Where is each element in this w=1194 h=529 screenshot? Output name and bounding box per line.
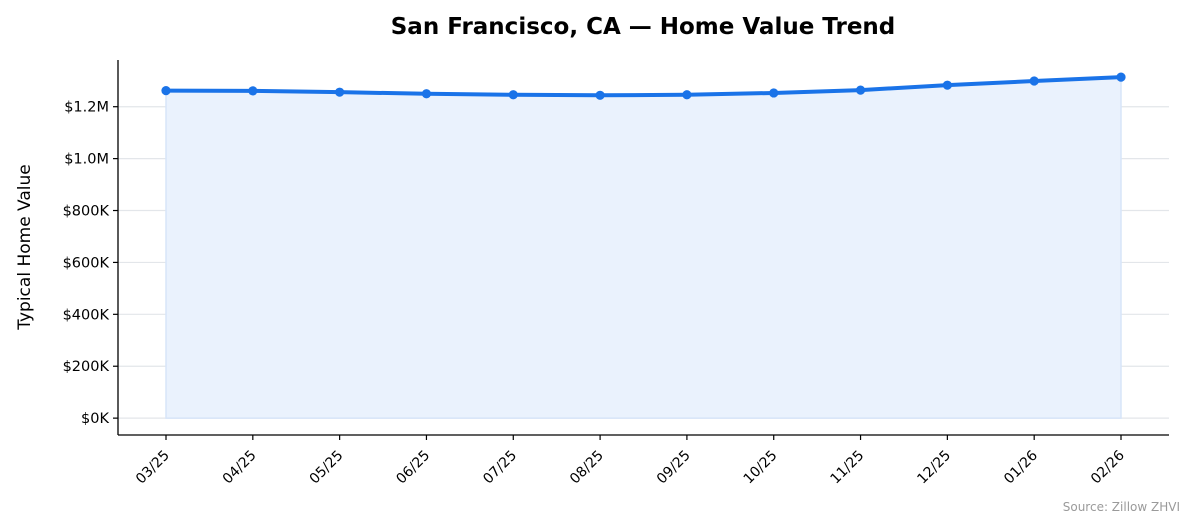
- data-point: [1029, 76, 1039, 86]
- data-point: [248, 86, 258, 96]
- x-tick-label: 08/25: [567, 448, 607, 488]
- x-tick-label: 12/25: [914, 448, 954, 488]
- x-tick-label: 02/26: [1088, 447, 1128, 487]
- x-tick-label: 03/25: [133, 448, 173, 488]
- x-tick-label: 06/25: [393, 448, 433, 488]
- x-axis-ticks: 03/25 04/25 05/25 06/25 07/25 08/25 09/25 10/25…: [133, 435, 1128, 487]
- data-point: [595, 90, 605, 100]
- y-tick-label: $600K: [63, 255, 110, 271]
- area-fill: [165, 76, 1122, 419]
- x-tick-label: 01/26: [1001, 447, 1041, 487]
- plot-area: [161, 72, 1126, 419]
- y-tick-label: $200K: [63, 359, 110, 375]
- data-point: [1116, 72, 1126, 82]
- y-tick-label: $400K: [63, 307, 110, 323]
- data-point: [421, 89, 432, 99]
- chart-title: San Francisco, CA — Home Value Trend: [391, 14, 896, 40]
- source-note: Source: Zillow ZHVI: [1063, 500, 1180, 514]
- y-tick-label: $1.0M: [64, 152, 109, 168]
- data-point: [769, 88, 779, 98]
- x-tick-label: 09/25: [654, 448, 694, 488]
- data-point: [942, 80, 952, 90]
- data-point: [508, 90, 518, 100]
- data-point: [682, 90, 692, 100]
- x-tick-label: 07/25: [480, 448, 520, 488]
- axes: [117, 60, 1169, 436]
- x-tick-label: 10/25: [741, 448, 781, 488]
- x-tick-label: 05/25: [307, 448, 347, 488]
- data-point: [855, 85, 866, 95]
- x-tick-label: 11/25: [828, 448, 868, 488]
- y-tick-label: $1.2M: [64, 100, 109, 116]
- series-line: [164, 75, 1123, 98]
- y-axis-label: Typical Home Value: [15, 164, 35, 331]
- y-tick-label: $800K: [63, 204, 110, 220]
- x-tick-label: 04/25: [220, 448, 260, 488]
- y-axis-ticks: $0K $200K $400K $600K $800K $1.0M $1.2M: [63, 100, 118, 427]
- data-point: [161, 86, 171, 96]
- data-point: [335, 87, 345, 97]
- y-tick-label: $0K: [81, 411, 109, 427]
